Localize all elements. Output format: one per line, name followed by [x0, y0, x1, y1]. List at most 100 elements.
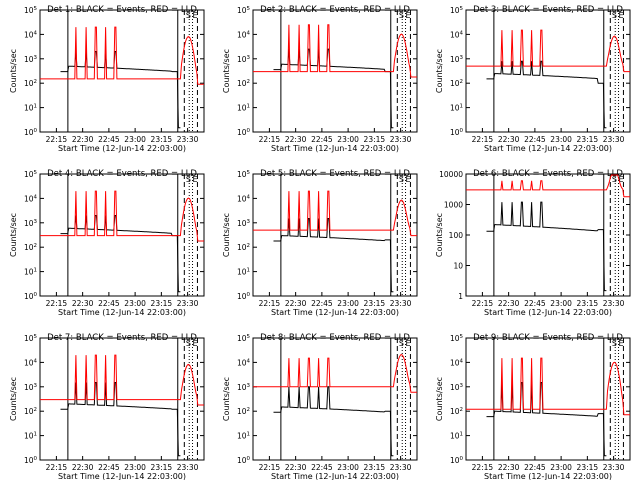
x-tick-label: 22:45 [98, 135, 120, 144]
annotation-end: E [405, 175, 410, 184]
chart-panel-6: Det 6: BLACK = Events, RED = LLD11010010… [435, 169, 631, 317]
series-line-events [60, 215, 181, 293]
x-axis-title: Start Time (12-Jun-14 22:03:00) [58, 472, 186, 480]
annotation-start: S [612, 339, 617, 348]
x-tick-label: 22:30 [498, 463, 520, 472]
annotation-end: E [618, 339, 623, 348]
series-line-lld [40, 190, 204, 242]
y-tick-label: 101 [450, 432, 463, 441]
plot-frame [465, 337, 631, 461]
x-tick-label: 22:45 [98, 299, 120, 308]
x-tick-label: 23:15 [577, 299, 599, 308]
y-axis-title: Counts/sec [222, 213, 231, 257]
x-tick-label: 23:30 [177, 299, 199, 308]
y-tick-label: 101 [237, 432, 250, 441]
y-tick-label: 105 [237, 6, 251, 15]
y-tick-label: 104 [450, 30, 464, 39]
y-tick-label: 102 [24, 243, 37, 252]
x-tick-label: 22:45 [524, 135, 546, 144]
y-tick-label: 105 [24, 334, 38, 343]
annotation-end: E [618, 175, 623, 184]
y-tick-label: 101 [24, 104, 37, 113]
x-tick-label: 23:15 [364, 463, 386, 472]
series-line-lld [40, 354, 204, 406]
x-tick-label: 23:30 [390, 463, 412, 472]
y-tick-label: 100 [450, 128, 464, 137]
x-tick-label: 22:15 [259, 299, 281, 308]
annotation-start: S [612, 175, 617, 184]
x-axis-title: Start Time (12-Jun-14 22:03:00) [484, 472, 612, 480]
annotation-end: E [405, 339, 410, 348]
y-tick-label: 103 [450, 55, 464, 64]
y-tick-label: 102 [237, 243, 250, 252]
x-axis-title: Start Time (12-Jun-14 22:03:00) [484, 144, 612, 153]
x-tick-label: 22:45 [98, 463, 120, 472]
x-axis-title: Start Time (12-Jun-14 22:03:00) [58, 308, 186, 317]
x-axis-title: Start Time (12-Jun-14 22:03:00) [271, 144, 399, 153]
chart-panel-2: Det 2: BLACK = Events, RED = LLD10010110… [222, 5, 418, 153]
x-tick-label: 22:45 [524, 463, 546, 472]
x-tick-label: 22:15 [472, 463, 494, 472]
y-tick-label: 10000 [439, 170, 463, 179]
x-tick-label: 23:00 [337, 463, 359, 472]
x-tick-label: 23:00 [337, 299, 359, 308]
y-axis-title: Counts/sec [222, 377, 231, 421]
x-tick-label: 22:15 [46, 135, 68, 144]
x-axis-title: Start Time (12-Jun-14 22:03:00) [271, 472, 399, 480]
y-tick-label: 100 [449, 231, 464, 240]
y-tick-label: 101 [450, 104, 463, 113]
y-tick-label: 101 [237, 268, 250, 277]
x-tick-label: 22:45 [311, 463, 333, 472]
y-tick-label: 101 [237, 104, 250, 113]
annotation-end: E [192, 11, 197, 20]
annotation-start: S [186, 175, 191, 184]
series-line-lld [253, 24, 417, 78]
series-line-events [273, 48, 394, 129]
y-tick-label: 102 [237, 407, 250, 416]
y-axis-title: Counts/sec [435, 213, 444, 257]
x-tick-label: 23:15 [151, 463, 173, 472]
series-line-events [273, 218, 394, 293]
y-tick-label: 102 [24, 79, 37, 88]
y-tick-label: 104 [237, 194, 251, 203]
annotation-start: S [399, 11, 404, 20]
x-tick-label: 22:45 [311, 135, 333, 144]
series-line-events [60, 51, 181, 129]
x-tick-label: 23:00 [124, 463, 146, 472]
x-tick-label: 22:30 [285, 463, 307, 472]
x-tick-label: 23:00 [124, 135, 146, 144]
x-tick-label: 23:15 [577, 463, 599, 472]
y-tick-label: 103 [24, 219, 38, 228]
y-tick-label: 104 [24, 30, 38, 39]
plot-frame [39, 337, 205, 461]
series-line-lld [253, 190, 417, 237]
annotation-end: E [618, 11, 623, 20]
plot-frame [39, 9, 205, 133]
y-tick-label: 105 [450, 6, 464, 15]
x-tick-label: 22:15 [259, 463, 281, 472]
x-tick-label: 22:15 [259, 135, 281, 144]
chart-panel-9: Det 9: BLACK = Events, RED = LLD10010110… [435, 333, 631, 480]
y-tick-label: 105 [450, 334, 464, 343]
x-tick-label: 22:30 [498, 299, 520, 308]
chart-panel-3: Det 3: BLACK = Events, RED = LLD10010110… [435, 5, 631, 153]
chart-panel-8: Det 8: BLACK = Events, RED = LLD10010110… [222, 333, 418, 480]
y-tick-label: 104 [237, 30, 251, 39]
annotation-end: E [192, 175, 197, 184]
plot-frame [39, 173, 205, 297]
y-tick-label: 102 [450, 79, 463, 88]
chart-panel-7: Det 7: BLACK = Events, RED = LLD10010110… [9, 333, 205, 480]
series-line-events [486, 201, 607, 292]
y-tick-label: 104 [450, 358, 464, 367]
y-axis-title: Counts/sec [9, 377, 18, 421]
x-tick-label: 22:15 [46, 463, 68, 472]
annotation-start: S [399, 175, 404, 184]
x-tick-label: 22:15 [472, 135, 494, 144]
x-tick-label: 23:15 [364, 135, 386, 144]
y-tick-label: 100 [450, 456, 464, 465]
x-tick-label: 23:30 [177, 463, 199, 472]
x-tick-label: 23:15 [151, 135, 173, 144]
y-axis-title: Counts/sec [435, 377, 444, 421]
x-tick-label: 22:30 [72, 135, 94, 144]
